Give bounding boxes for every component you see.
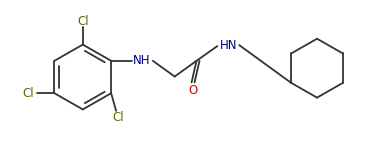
Text: Cl: Cl [23,87,34,100]
Text: NH: NH [133,54,151,67]
Text: Cl: Cl [77,15,89,28]
Text: HN: HN [219,39,237,52]
Text: O: O [188,84,198,97]
Text: Cl: Cl [112,111,124,124]
